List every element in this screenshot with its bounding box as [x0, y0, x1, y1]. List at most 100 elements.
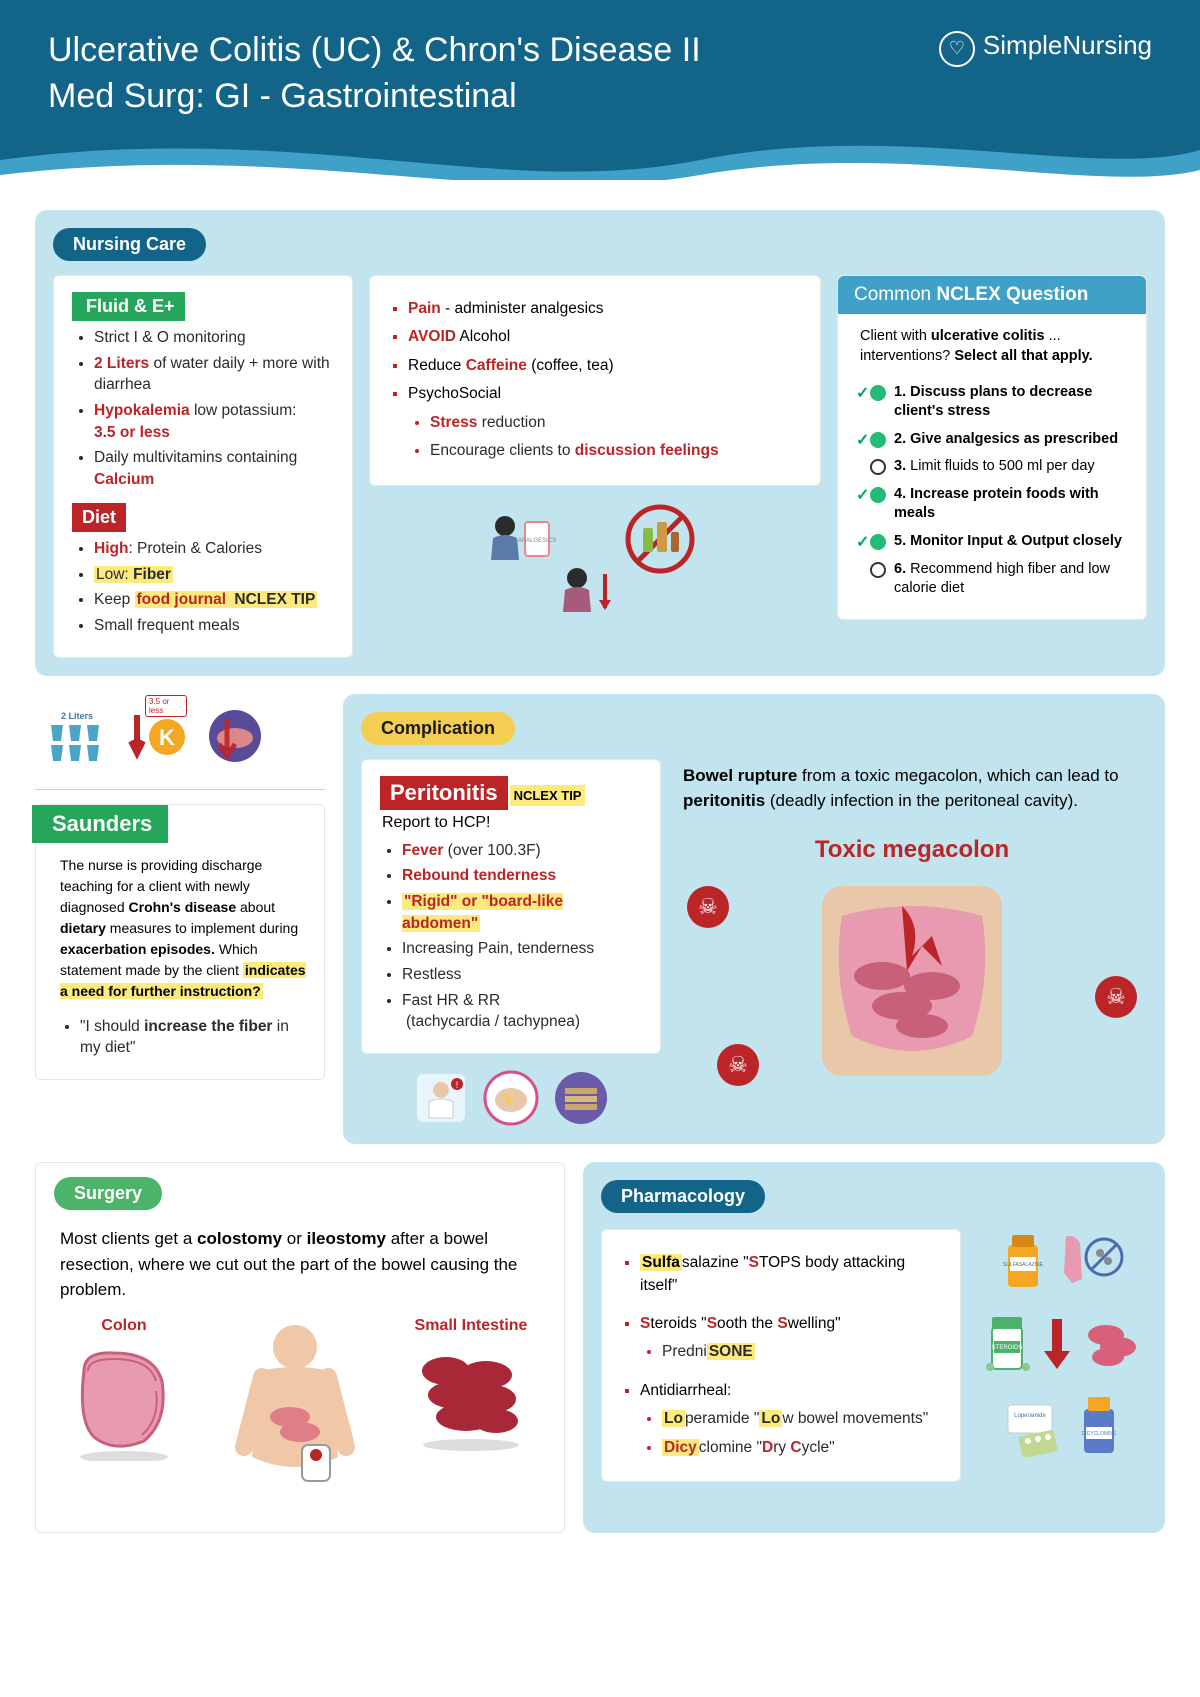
- nclex-option: 6. Recommend high fiber and low calorie …: [870, 560, 1128, 599]
- doctor-icon: !: [413, 1070, 469, 1126]
- nclex-stem: Client with ulcerative colitis ... inter…: [856, 326, 1128, 375]
- k-badge: 3.5 or less: [145, 695, 187, 717]
- list-item: 2 Liters of water daily + more with diar…: [94, 353, 334, 396]
- fluid-diet-card: Fluid & E+ Strict I & O monitoring 2 Lit…: [53, 275, 353, 658]
- list-item: Rebound tenderness: [402, 865, 642, 887]
- check-icon-checked: [870, 487, 886, 503]
- nclex-option: 2. Give analgesics as prescribed: [870, 430, 1128, 450]
- list-item: Loperamide "Low bowel movements": [662, 1408, 942, 1430]
- check-icon-checked: [870, 385, 886, 401]
- nclex-tip-badge: NCLEX TIP: [510, 785, 586, 806]
- arrow-down-icon: [1040, 1313, 1074, 1373]
- pharmacology-card: Sulfasalazine "STOPS body attacking itse…: [601, 1229, 961, 1482]
- list-item: Daily multivitamins containing Calcium: [94, 447, 334, 490]
- svg-text:STEROIDS: STEROIDS: [992, 1345, 1023, 1351]
- svg-text:ANALGESICS: ANALGESICS: [518, 538, 556, 544]
- fluid-list: Strict I & O monitoring 2 Liters of wate…: [72, 327, 334, 491]
- list-item: Strict I & O monitoring: [94, 327, 334, 349]
- list-item: Small frequent meals: [94, 615, 334, 637]
- saunders-body: The nurse is providing discharge teachin…: [36, 843, 324, 1006]
- svg-text:Loperamide: Loperamide: [1014, 1413, 1046, 1419]
- saunders-answer: "I should increase the fiber in my diet": [80, 1016, 306, 1059]
- pharm-icons-column: SULFASALAZINE STEROIDS Loperamide DICYCL…: [977, 1229, 1147, 1457]
- nclex-option: 5. Monitor Input & Output closely: [870, 532, 1128, 552]
- nclex-option: 1. Discuss plans to decrease client's st…: [870, 383, 1128, 422]
- list-item: High: Protein & Calories: [94, 538, 334, 560]
- list-item: Reduce Caffeine (coffee, tea): [408, 355, 802, 377]
- svg-text:DICYCLOMINE: DICYCLOMINE: [1082, 1431, 1117, 1437]
- skull-icon: ☠: [687, 886, 729, 928]
- fluid-icons-row: 2 Liters 3.5 or less K: [35, 694, 325, 783]
- complication-panel: Complication PeritonitisNCLEX TIP Report…: [343, 694, 1165, 1145]
- potassium-down-icon: K: [127, 709, 187, 763]
- list-item: Fever (over 100.3F): [402, 840, 642, 862]
- nclex-options: 1. Discuss plans to decrease client's st…: [856, 383, 1128, 599]
- rebound-icon: [483, 1070, 539, 1126]
- svg-text:SULFASALAZINE: SULFASALAZINE: [1003, 1262, 1044, 1268]
- colon-icon: [64, 1341, 184, 1461]
- nclex-option: 4. Increase protein foods with meals: [870, 485, 1128, 524]
- peritonitis-tag: Peritonitis: [380, 776, 508, 810]
- nursing-care-panel: Nursing Care Fluid & E+ Strict I & O mon…: [35, 210, 1165, 676]
- liters-label: 2 Liters: [47, 711, 107, 721]
- svg-text:!: !: [456, 1080, 459, 1090]
- list-item: Low: Fiber: [94, 564, 334, 586]
- nclex-option-text: 6. Recommend high fiber and low calorie …: [894, 560, 1128, 599]
- water-cups-icon: [47, 721, 107, 761]
- list-item: Restless: [402, 964, 642, 986]
- psychosocial-icons: ANALGESICS: [475, 504, 715, 614]
- report-hcp: Report to HCP!: [382, 814, 642, 832]
- check-icon-checked: [870, 534, 886, 550]
- surgery-card: Surgery Most clients get a colostomy or …: [35, 1162, 565, 1533]
- nclex-option-text: 3. Limit fluids to 500 ml per day: [894, 457, 1095, 477]
- list-item: PredniSONE: [662, 1341, 942, 1363]
- nursing-care-heading: Nursing Care: [53, 228, 206, 261]
- diet-heading: Diet: [72, 503, 126, 532]
- skull-icon: ☠: [717, 1044, 759, 1086]
- check-icon-unchecked: [870, 562, 886, 578]
- nclex-option: 3. Limit fluids to 500 ml per day: [870, 457, 1128, 477]
- saunders-heading: Saunders: [32, 805, 168, 843]
- nclex-question-card: Common NCLEX Question Client with ulcera…: [837, 275, 1147, 620]
- check-icon-unchecked: [870, 459, 886, 475]
- immune-stop-icon: [1054, 1229, 1124, 1293]
- saunders-card: Saunders The nurse is providing discharg…: [35, 804, 325, 1080]
- list-item: Increasing Pain, tenderness: [402, 938, 642, 960]
- list-item: Fast HR & RR(tachycardia / tachypnea): [402, 990, 642, 1033]
- loperamide-icon: Loperamide: [1002, 1397, 1066, 1457]
- nclex-option-text: 1. Discuss plans to decrease client's st…: [894, 383, 1128, 422]
- board-icon: [553, 1070, 609, 1126]
- toxic-megacolon-illustration: ☠ ☠ ☠: [677, 876, 1147, 1096]
- pharmacology-panel: Pharmacology Sulfasalazine "STOPS body a…: [583, 1162, 1165, 1533]
- check-icon-checked: [870, 432, 886, 448]
- surgery-heading: Surgery: [54, 1177, 162, 1210]
- list-item: Pain - administer analgesics: [408, 298, 802, 320]
- peritonitis-list: Fever (over 100.3F) Rebound tenderness "…: [380, 840, 642, 1034]
- list-item: Stress reduction: [430, 412, 802, 434]
- pharmacology-heading: Pharmacology: [601, 1180, 765, 1213]
- bowel-rupture-text: Bowel rupture from a toxic megacolon, wh…: [677, 759, 1147, 814]
- sulfa-bottle-icon: SULFASALAZINE: [1000, 1231, 1046, 1291]
- list-item: Encourage clients to discussion feelings: [430, 440, 802, 462]
- svg-text:K: K: [159, 725, 175, 750]
- pain-avoid-card: Pain - administer analgesics AVOID Alcoh…: [369, 275, 821, 486]
- brand-logo: SimpleNursing: [939, 30, 1152, 67]
- list-item: "Rigid" or "board-like abdomen": [402, 891, 642, 934]
- toxic-megacolon-column: Bowel rupture from a toxic megacolon, wh…: [677, 759, 1147, 1096]
- illustration-row: ANALGESICS: [369, 504, 821, 619]
- complication-icons: !: [361, 1070, 661, 1126]
- small-intestine-icon: [406, 1341, 536, 1451]
- swelling-icon: [1082, 1315, 1142, 1371]
- list-item: PsychoSocial Stress reduction Encourage …: [408, 383, 802, 462]
- list-item: Dicyclomine "Dry Cycle": [662, 1437, 942, 1459]
- nclex-option-text: 5. Monitor Input & Output closely: [894, 532, 1122, 552]
- diet-list: High: Protein & Calories Low: Fiber Keep…: [72, 538, 334, 637]
- list-item: Steroids "Sooth the Swelling" PredniSONE: [640, 1313, 942, 1364]
- list-item: Antidiarrheal: Loperamide "Low bowel mov…: [640, 1380, 942, 1459]
- fluid-heading: Fluid & E+: [72, 292, 185, 321]
- complication-heading: Complication: [361, 712, 515, 745]
- list-item: Keep food journal NCLEX TIP: [94, 589, 334, 611]
- wave-decoration: [0, 120, 1200, 180]
- list-item: Hypokalemia low potassium: 3.5 or less: [94, 400, 334, 443]
- toxic-megacolon-heading: Toxic megacolon: [677, 836, 1147, 864]
